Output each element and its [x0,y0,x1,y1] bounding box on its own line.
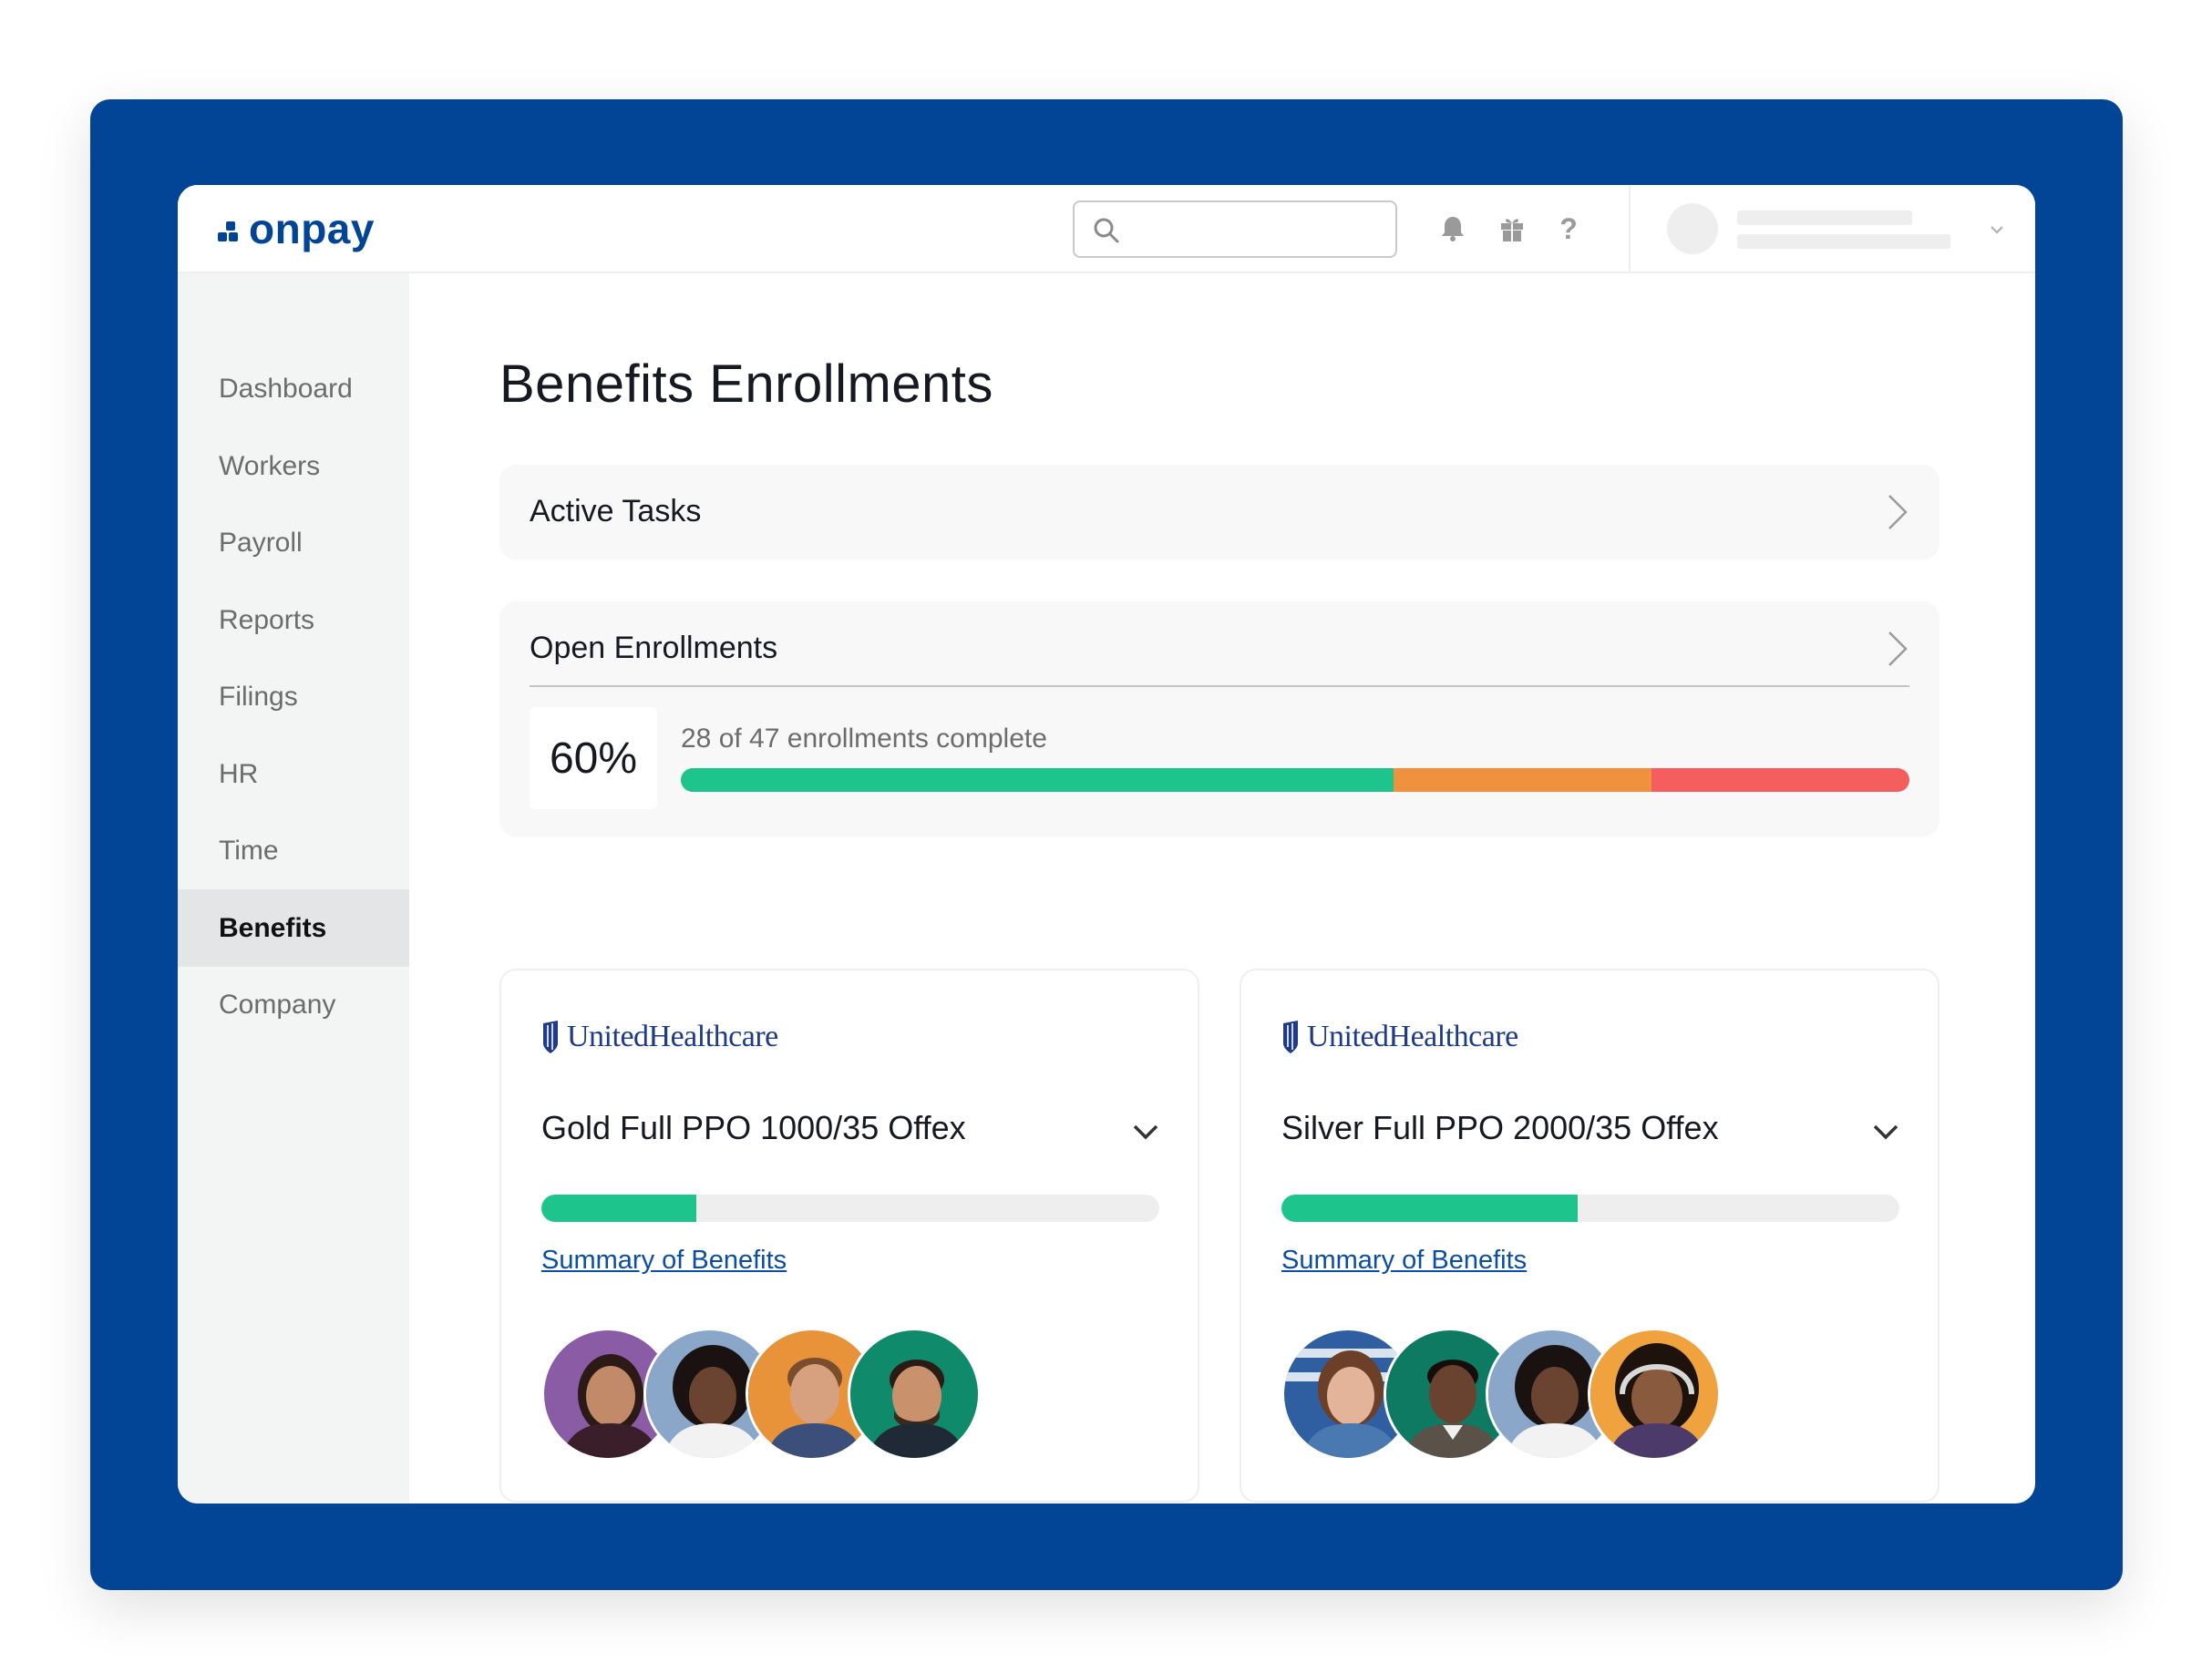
carrier-logo: UnitedHealthcare [1281,1020,1518,1054]
enrollment-percent: 60% [530,707,657,809]
divider [530,685,1909,687]
chevron-right-icon[interactable] [1884,629,1911,669]
progress-segment-in-progress [1393,768,1651,792]
chevron-down-icon[interactable] [1987,220,2007,240]
sidebar-item-workers[interactable]: Workers [219,450,321,481]
active-tasks-title: Active Tasks [530,494,702,529]
sidebar-item-hr[interactable]: HR [219,758,259,789]
help-icon[interactable]: ? [1559,212,1578,245]
main-content: Benefits Enrollments Active Tasks Open E… [409,273,2035,1504]
enrollment-progress-bar [681,768,1909,792]
avatar[interactable] [541,1328,674,1461]
topbar-divider [1629,185,1631,273]
bell-icon[interactable] [1436,212,1469,245]
sidebar-item-time[interactable]: Time [219,835,279,866]
avatar[interactable] [848,1328,981,1461]
open-enrollments-title: Open Enrollments [530,631,778,665]
search-box[interactable] [1073,200,1397,258]
sidebar-item-company[interactable]: Company [219,989,336,1020]
active-tasks-panel[interactable]: Active Tasks [499,465,1939,559]
page-title: Benefits Enrollments [499,354,993,414]
onpay-logo[interactable]: onpay [218,201,375,256]
plan-progress-fill [1281,1195,1579,1222]
chevron-down-icon[interactable] [1130,1116,1161,1147]
summary-of-benefits-link[interactable]: Summary of Benefits [541,1246,787,1275]
avatar[interactable] [1281,1328,1415,1461]
uhc-shield-icon [1283,1021,1298,1053]
avatar[interactable] [746,1328,879,1461]
sidebar: Dashboard Workers Payroll Reports Filing… [178,273,409,1504]
sidebar-item-payroll[interactable]: Payroll [219,527,303,558]
plan-name: Gold Full PPO 1000/35 Offex [541,1109,966,1146]
carrier-name: UnitedHealthcare [1307,1020,1518,1053]
summary-of-benefits-link[interactable]: Summary of Benefits [1281,1246,1528,1275]
carrier-logo: UnitedHealthcare [541,1020,778,1054]
top-bar: onpay [178,185,2035,273]
plan-card: UnitedHealthcare Gold Full PPO 1000/35 O… [499,969,1199,1503]
user-name-placeholder [1737,210,1912,225]
sidebar-item-filings[interactable]: Filings [219,681,298,712]
plan-name: Silver Full PPO 2000/35 Offex [1281,1109,1719,1146]
search-icon [1094,218,1119,243]
plan-progress-bar [541,1195,1159,1222]
logo-dots-icon [218,221,243,243]
plan-progress-bar [1281,1195,1899,1222]
open-enrollments-panel: Open Enrollments 60% 28 of 47 enrollment… [499,601,1939,836]
chevron-down-icon[interactable] [1870,1116,1901,1147]
search-input[interactable] [1129,211,1384,248]
enrollee-avatars [541,1328,1088,1461]
user-company-placeholder [1737,234,1950,249]
enrollment-summary: 28 of 47 enrollments complete [681,724,1047,754]
carrier-name: UnitedHealthcare [567,1020,778,1053]
logo-text: onpay [249,205,375,252]
sidebar-item-dashboard[interactable]: Dashboard [219,373,353,404]
plan-card: UnitedHealthcare Silver Full PPO 2000/35… [1240,969,1939,1503]
uhc-shield-icon [543,1021,558,1053]
progress-segment-not-started [1651,768,1909,792]
sidebar-item-benefits[interactable]: Benefits [178,889,409,967]
gift-icon[interactable] [1496,212,1528,245]
user-avatar[interactable] [1667,203,1718,254]
chevron-right-icon[interactable] [1884,492,1911,532]
enrollee-avatars [1281,1328,1828,1461]
sidebar-item-reports[interactable]: Reports [219,604,315,635]
avatar[interactable] [1588,1328,1721,1461]
progress-segment-complete [681,768,1394,792]
app-window: onpay [178,185,2035,1504]
blue-frame: onpay [90,99,2123,1590]
plan-progress-fill [541,1195,696,1222]
